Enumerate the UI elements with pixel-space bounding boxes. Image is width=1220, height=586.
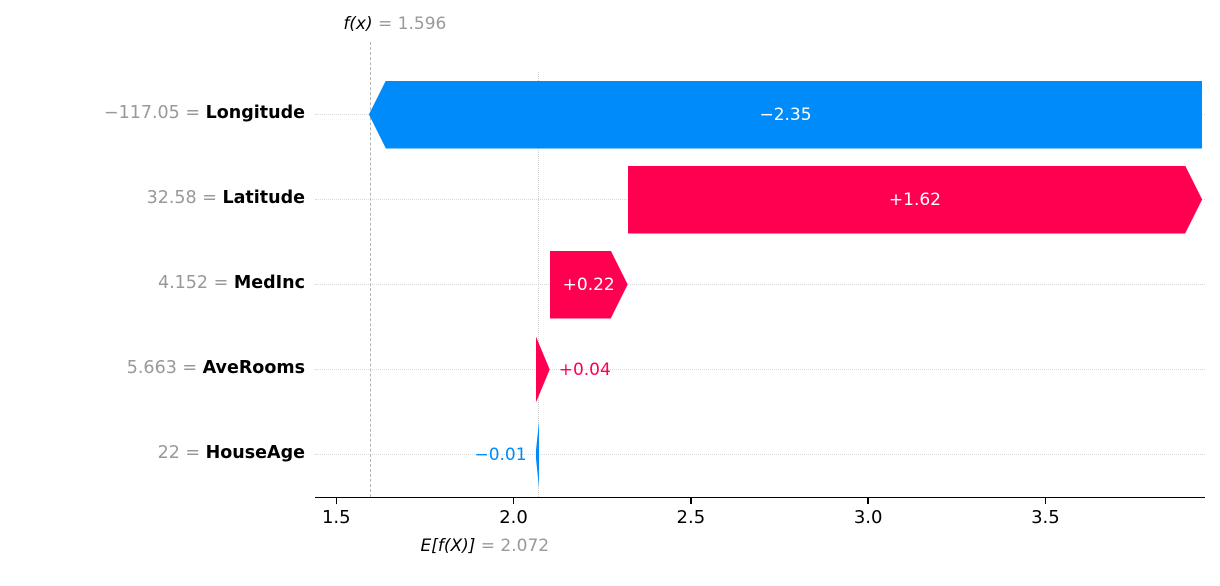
feature-label-medinc: 4.152 = MedInc (158, 273, 305, 293)
feature-label-averooms: 5.663 = AveRooms (127, 358, 305, 378)
shap-value-label: −2.35 (759, 104, 812, 125)
feature-value: 32.58 = (146, 187, 223, 208)
row-gridline (315, 368, 1205, 370)
fx-symbol: f(x) (343, 14, 373, 34)
x-tick-label: 3.5 (1031, 507, 1060, 528)
feature-name: Latitude (222, 187, 305, 208)
shap-bar-longitude (368, 80, 1203, 149)
shap-value-label: +0.04 (558, 359, 611, 380)
x-tick-mark (1044, 498, 1047, 504)
expected-value-symbol: E[f(X)] (420, 536, 476, 556)
feature-name: MedInc (233, 272, 305, 293)
x-tick-label: 3.0 (853, 507, 883, 528)
x-tick-mark (690, 498, 692, 504)
shap-bar-houseage (535, 420, 540, 489)
shap-value-label: +0.22 (562, 274, 615, 295)
feature-label-houseage: 22 = HouseAge (158, 443, 305, 463)
shap-bar-medinc (550, 251, 628, 319)
x-tick-mark (512, 498, 515, 504)
expected-value-text: = 2.072 (475, 536, 550, 556)
shap-bar-averooms (536, 336, 550, 404)
feature-value: 4.152 = (157, 272, 234, 293)
expected-value-annotation: E[f(X)] = 2.072 (420, 536, 549, 556)
feature-value: −117.05 = (103, 102, 206, 123)
x-tick-label: 2.0 (499, 507, 528, 528)
shap-value-label: +1.62 (888, 189, 941, 210)
fx-annotation: f(x) = 1.596 (343, 14, 446, 34)
shap-value-label: −0.01 (474, 444, 527, 465)
x-tick-mark (335, 498, 337, 504)
row-gridline (315, 453, 1205, 455)
shap-bar-latitude (628, 166, 1202, 234)
feature-name: AveRooms (202, 357, 305, 378)
x-tick-label: 1.5 (321, 507, 351, 528)
x-tick-label: 2.5 (676, 507, 706, 528)
feature-label-longitude: −117.05 = Longitude (104, 103, 305, 123)
fx-value-text: = 1.596 (372, 14, 447, 34)
feature-name: HouseAge (205, 442, 305, 463)
feature-name: Longitude (205, 102, 305, 123)
feature-label-latitude: 32.58 = Latitude (147, 188, 305, 208)
fx-line (369, 42, 371, 497)
feature-value: 5.663 = (126, 357, 203, 378)
expected-value-line (538, 72, 540, 497)
feature-value: 22 = (157, 442, 206, 463)
x-tick-mark (867, 498, 869, 504)
row-gridline (315, 283, 1205, 285)
x-axis-line (315, 497, 1205, 498)
